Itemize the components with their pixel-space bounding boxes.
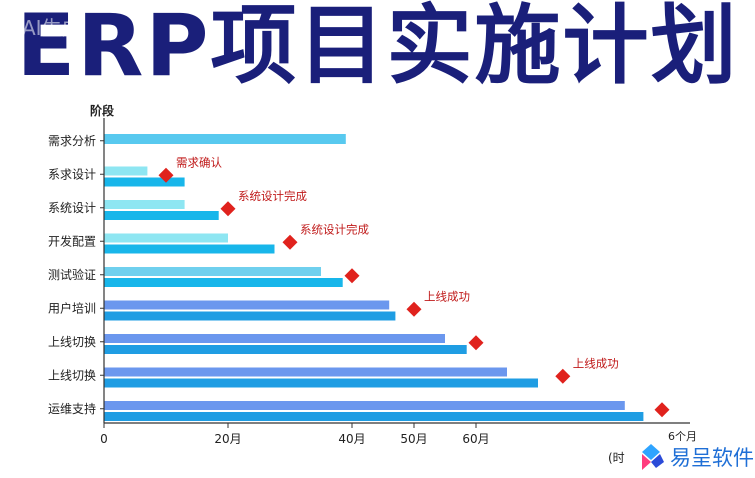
x-tick-label: 50月 <box>400 432 427 446</box>
brand-name: 易呈软件 <box>670 446 754 470</box>
actual-bar <box>104 177 185 187</box>
brand-logo-block: 易呈软件 <box>636 440 754 474</box>
x-axis-note: (时 <box>608 451 625 465</box>
milestone-diamond <box>158 167 174 183</box>
plan-bar <box>104 267 321 276</box>
milestone-label: 系统设计完成 <box>300 222 369 236</box>
actual-bar <box>104 345 467 354</box>
plan-bar <box>104 367 507 377</box>
milestone-diamond <box>344 268 360 284</box>
actual-bar <box>104 244 275 254</box>
milestone-label: 系统设计完成 <box>238 189 307 203</box>
milestone-label: 上线成功 <box>424 289 470 303</box>
plan-bar <box>104 200 185 209</box>
category-label: 上线切换 <box>48 335 96 349</box>
actual-bar <box>104 311 396 321</box>
actual-bar <box>104 412 644 421</box>
milestone-label: 上线成功 <box>573 356 619 370</box>
milestone-diamond <box>654 402 670 418</box>
category-label: 运维支持 <box>48 401 96 416</box>
plan-bar <box>104 233 228 243</box>
category-label: 系求设计 <box>48 167 96 181</box>
actual-bar <box>104 378 538 388</box>
plan-bar <box>104 334 445 343</box>
category-label: 需求分析 <box>48 134 96 148</box>
labels-layer: 阶段 6个月 (时 0 20月 40月 50月 60月 需求分析系求设计系统设计开发配置测试验证… <box>48 103 697 465</box>
ai-watermark: AI生成 <box>22 16 82 40</box>
x-tick-label: 60月 <box>462 432 489 446</box>
plan-bar <box>104 401 625 410</box>
x-tick-label: 0 <box>100 432 108 446</box>
milestone-diamond <box>468 335 484 351</box>
brand-logo-icon <box>642 444 664 470</box>
category-label: 开发配置 <box>48 233 96 248</box>
category-label: 测试验证 <box>48 267 96 282</box>
plan-bar <box>104 134 346 144</box>
x-tick-label: 40月 <box>338 432 365 446</box>
milestone-label: 需求确认 <box>176 155 222 169</box>
plan-bar <box>104 300 390 310</box>
y-axis-label: 阶段 <box>90 103 115 118</box>
category-label: 系统设计 <box>48 201 96 215</box>
category-label: 上线切换 <box>48 368 96 382</box>
actual-bar <box>104 278 343 287</box>
plan-bar <box>104 166 148 176</box>
chart-title: ERP项目实施计划 <box>16 0 739 96</box>
milestone-diamond <box>555 368 571 384</box>
x-tick-label: 20月 <box>214 432 241 446</box>
actual-bar <box>104 211 219 220</box>
category-label: 用户培训 <box>48 300 96 315</box>
milestone-diamond <box>282 234 298 250</box>
milestone-diamond <box>406 301 422 317</box>
bars-layer <box>104 134 644 421</box>
milestone-diamond <box>220 201 236 217</box>
x-axis-label: 6个月 <box>668 430 697 443</box>
